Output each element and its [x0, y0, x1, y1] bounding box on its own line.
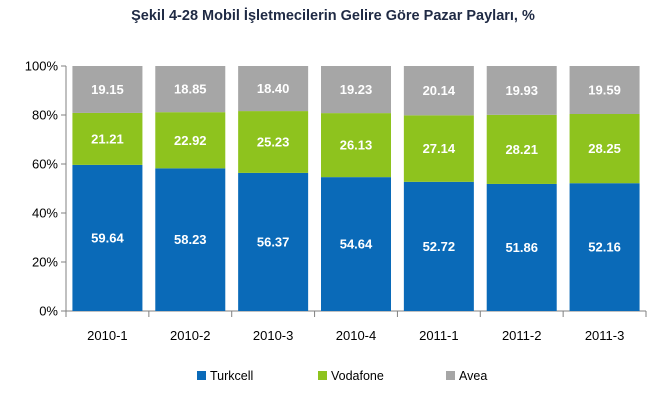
bar-segment-avea	[155, 66, 226, 113]
x-tick-label: 2010-3	[253, 328, 293, 343]
bar-segment-avea	[72, 66, 143, 113]
y-tick-label: 100%	[25, 59, 59, 74]
bar-segment-avea	[403, 66, 474, 116]
data-label: 19.23	[340, 82, 373, 97]
bar-segment-turkcell	[72, 164, 143, 311]
legend-label-turkcell: Turkcell	[210, 369, 253, 383]
legend-swatch-vodafone	[318, 371, 327, 380]
bar-segment-turkcell	[155, 168, 226, 311]
data-label: 25.23	[257, 134, 290, 149]
data-label: 19.59	[588, 82, 621, 97]
data-label: 51.86	[505, 240, 538, 255]
x-tick-label: 2010-2	[170, 328, 210, 343]
data-label: 28.21	[505, 142, 538, 157]
data-label: 59.64	[91, 230, 124, 245]
bar-segment-vodafone	[238, 111, 309, 173]
bar-segment-vodafone	[72, 112, 143, 165]
legend-label-avea: Avea	[459, 369, 487, 383]
legend-label-vodafone: Vodafone	[331, 369, 384, 383]
data-label: 28.25	[588, 141, 621, 156]
bar-segment-vodafone	[403, 115, 474, 182]
data-label: 18.40	[257, 81, 290, 96]
y-tick-label: 80%	[32, 108, 58, 123]
x-tick-label: 2011-2	[502, 328, 542, 343]
bar-segment-vodafone	[321, 113, 391, 178]
legend: Turkcell Vodafone Avea	[197, 369, 487, 383]
data-label: 54.64	[340, 237, 373, 252]
data-label: 26.13	[340, 138, 373, 153]
y-tick-label: 20%	[32, 255, 58, 270]
data-label: 58.23	[174, 232, 207, 247]
chart-title: Şekil 4-28 Mobil İşletmecilerin Gelire G…	[131, 7, 535, 24]
x-tick-label: 2011-1	[419, 328, 459, 343]
data-label: 19.15	[91, 82, 124, 97]
data-label: 19.93	[505, 83, 538, 98]
data-label: 52.16	[588, 240, 621, 255]
bar-segment-vodafone	[155, 112, 226, 169]
bar-segment-avea	[321, 66, 391, 114]
bar-segment-turkcell	[486, 183, 557, 311]
bar-segment-avea	[238, 66, 309, 112]
bar-segment-turkcell	[238, 172, 309, 311]
data-label: 20.14	[423, 83, 456, 98]
bar-segment-turkcell	[321, 177, 391, 311]
bar-segment-vodafone	[486, 114, 557, 184]
bar-segment-turkcell	[403, 181, 474, 311]
data-label: 52.72	[423, 239, 456, 254]
y-tick-label: 0%	[39, 304, 58, 319]
data-label: 27.14	[423, 141, 456, 156]
x-tick-label: 2010-4	[336, 328, 376, 343]
bar-segment-avea	[569, 66, 640, 114]
x-tick-label: 2010-1	[87, 328, 127, 343]
legend-swatch-avea	[446, 371, 455, 380]
data-label: 18.85	[174, 82, 207, 97]
bar-segment-vodafone	[569, 113, 640, 184]
plot-area: 0% 20% 40% 60% 80% 100% 59.64 21.21 19.15 2010-1 5…	[25, 59, 647, 343]
data-label: 21.21	[91, 131, 124, 146]
data-label: 22.92	[174, 133, 207, 148]
legend-swatch-turkcell	[197, 371, 206, 380]
bar-segment-avea	[486, 66, 557, 115]
y-tick-label: 40%	[32, 206, 58, 221]
y-tick-label: 60%	[32, 157, 58, 172]
bar-segment-turkcell	[569, 183, 640, 311]
data-label: 56.37	[257, 234, 290, 249]
x-tick-label: 2011-3	[585, 328, 625, 343]
